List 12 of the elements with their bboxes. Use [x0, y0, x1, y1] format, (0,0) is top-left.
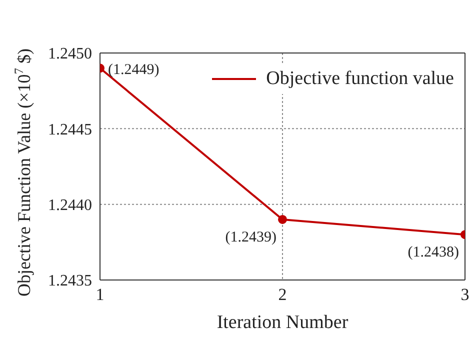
y-tick-label: 1.2435 [48, 272, 92, 290]
y-tick-label: 1.2445 [48, 121, 92, 138]
data-label: (1.2449) [108, 62, 160, 78]
y-tick-label: 1.2440 [48, 197, 92, 214]
x-axis-title: Iteration Number [216, 312, 349, 333]
data-label: (1.2438) [408, 244, 459, 261]
x-tick-label: 2 [278, 285, 287, 304]
x-tick-label: 1 [96, 285, 104, 304]
data-label: (1.2439) [225, 229, 276, 246]
legend-label: Objective function value [266, 68, 454, 90]
x-tick-label: 3 [460, 285, 470, 304]
y-tick-label: 1.2450 [48, 46, 92, 63]
